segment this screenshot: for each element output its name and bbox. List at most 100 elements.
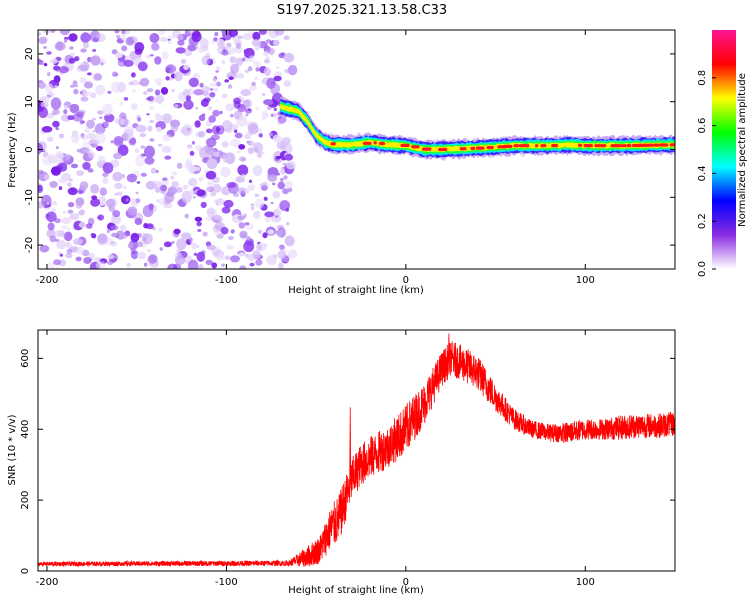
noise-speck <box>287 187 293 193</box>
noise-speck <box>154 77 163 84</box>
spectrogram-x-label: Height of straight line (km) <box>288 285 424 296</box>
track-core <box>378 141 386 146</box>
noise-speck <box>201 55 211 66</box>
noise-speck <box>148 105 155 110</box>
noise-speck <box>147 95 155 102</box>
noise-speck <box>90 233 95 237</box>
noise-speck <box>59 30 71 36</box>
noise-speck <box>46 91 55 98</box>
noise-speck <box>241 174 246 179</box>
noise-speck <box>283 52 295 63</box>
noise-speck <box>38 32 42 36</box>
noise-speck <box>186 144 193 149</box>
noise-speck <box>67 182 72 187</box>
noise-speck <box>73 238 83 246</box>
noise-speck <box>80 32 91 43</box>
noise-speck <box>247 184 256 191</box>
noise-speck <box>230 229 235 234</box>
colorbar-gradient <box>712 30 736 269</box>
noise-speck <box>272 182 276 186</box>
noise-speck <box>185 95 191 102</box>
noise-speck <box>65 252 73 259</box>
noise-speck <box>176 162 183 169</box>
noise-speck <box>135 154 146 167</box>
noise-speck <box>211 125 221 135</box>
noise-speck <box>272 39 280 47</box>
x-tick-label: 0 <box>403 275 409 286</box>
noise-speck <box>160 87 169 95</box>
noise-speck <box>229 56 236 64</box>
track-core <box>411 145 420 149</box>
noise-speck <box>275 229 284 236</box>
noise-speck <box>181 124 193 137</box>
noise-speck <box>174 104 179 108</box>
colorbar-tick-label: 0.6 <box>697 118 708 134</box>
noise-speck <box>55 146 59 150</box>
noise-speck <box>187 164 196 174</box>
noise-speck <box>174 255 186 266</box>
noise-speck <box>42 151 49 158</box>
noise-speck <box>131 72 136 78</box>
track-core <box>330 142 336 146</box>
noise-speck <box>191 30 202 43</box>
noise-speck <box>90 198 101 207</box>
noise-speck <box>131 89 136 93</box>
noise-speck <box>228 76 234 80</box>
noise-speck <box>175 47 186 54</box>
noise-speck <box>185 100 191 106</box>
noise-speck <box>209 82 217 88</box>
noise-speck <box>197 45 206 54</box>
noise-speck <box>247 66 253 72</box>
noise-speck <box>213 87 219 92</box>
noise-speck <box>38 106 48 119</box>
noise-speck <box>38 142 43 154</box>
track-core <box>502 144 513 148</box>
noise-speck <box>139 133 147 138</box>
track-core <box>658 143 669 147</box>
noise-speck <box>114 255 119 259</box>
noise-speck <box>137 241 144 248</box>
noise-speck <box>114 192 118 196</box>
noise-speck <box>273 107 277 111</box>
noise-speck <box>183 64 190 71</box>
noise-speck <box>203 97 211 103</box>
noise-speck <box>170 175 175 180</box>
noise-speck <box>244 98 253 109</box>
noise-speck <box>205 259 213 266</box>
noise-speck <box>243 49 249 54</box>
noise-speck <box>215 70 219 73</box>
noise-speck <box>261 110 269 119</box>
noise-speck <box>87 72 92 76</box>
noise-speck <box>112 171 123 182</box>
noise-speck <box>155 114 163 121</box>
y-tick-label: 0 <box>24 146 35 152</box>
track-core <box>470 146 476 150</box>
noise-speck <box>163 241 172 248</box>
track-core <box>621 144 627 148</box>
noise-speck <box>134 48 143 55</box>
noise-speck <box>247 108 251 112</box>
noise-speck <box>205 94 210 98</box>
noise-speck <box>265 39 272 43</box>
noise-speck <box>205 128 213 134</box>
noise-speck <box>146 248 151 253</box>
noise-speck <box>156 126 162 133</box>
noise-speck <box>85 148 93 155</box>
noise-speck <box>184 213 189 219</box>
noise-speck <box>56 240 67 250</box>
noise-speck <box>280 177 284 182</box>
x-tick-label: 100 <box>576 275 595 286</box>
noise-speck <box>69 46 74 50</box>
noise-speck <box>226 42 232 48</box>
noise-speck <box>268 47 275 56</box>
noise-speck <box>201 85 211 92</box>
noise-speck <box>138 82 143 85</box>
noise-speck <box>123 59 134 67</box>
noise-speck <box>199 82 204 88</box>
noise-speck <box>258 229 262 234</box>
noise-speck <box>44 83 54 93</box>
noise-speck <box>113 152 122 160</box>
noise-speck <box>79 91 83 95</box>
track-core <box>362 141 372 145</box>
noise-speck <box>194 216 203 222</box>
